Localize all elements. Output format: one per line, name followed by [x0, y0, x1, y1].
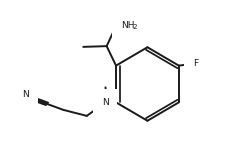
Text: N: N: [22, 90, 29, 99]
Text: N: N: [102, 98, 108, 106]
Text: 2: 2: [132, 24, 137, 30]
Text: F: F: [193, 59, 198, 68]
Text: NH: NH: [121, 21, 134, 30]
